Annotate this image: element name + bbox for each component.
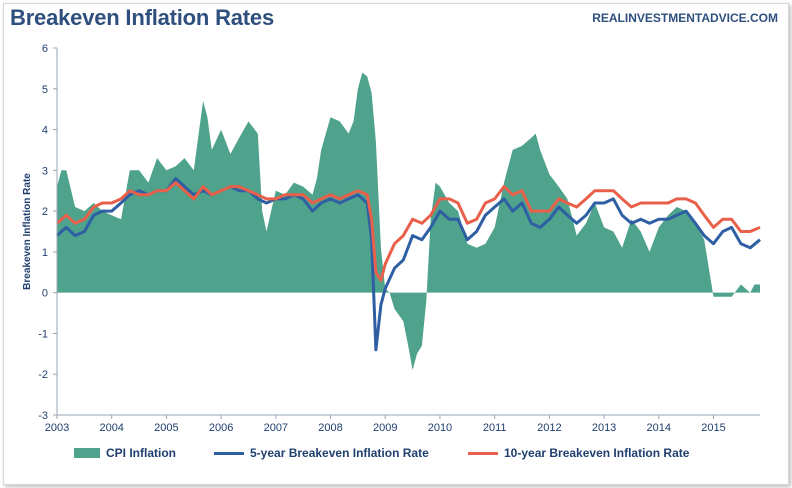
y-tick-label: 2: [42, 206, 48, 218]
x-tick-label: 2008: [318, 422, 342, 434]
x-tick-label: 2006: [209, 422, 233, 434]
series-5yr-line: [56, 177, 761, 352]
y-tick-label: 4: [42, 125, 48, 137]
chart-title: Breakeven Inflation Rates: [10, 5, 274, 30]
x-tick-label: 2007: [264, 422, 288, 434]
x-tick-label: 2005: [154, 422, 178, 434]
x-tick-label: 2003: [45, 422, 69, 434]
y-tick-label: -2: [38, 369, 48, 381]
legend-swatch-5yr: [214, 451, 244, 455]
y-tick-label: 1: [42, 247, 48, 259]
legend: CPI Inflation 5-year Breakeven Inflation…: [60, 446, 760, 464]
x-tick-label: 2004: [99, 422, 123, 434]
source-watermark: REALINVESTMENTADVICE.COM: [592, 11, 778, 25]
y-tick-label: -3: [38, 410, 48, 422]
legend-label-cpi: CPI Inflation: [106, 446, 176, 460]
series-10yr-line: [56, 181, 761, 282]
x-tick-label: 2012: [537, 422, 561, 434]
y-tick-label: 3: [42, 165, 48, 177]
legend-item-5yr: 5-year Breakeven Inflation Rate: [214, 446, 429, 460]
x-tick-label: 2009: [373, 422, 397, 434]
legend-swatch-cpi: [74, 448, 100, 458]
x-tick-label: 2011: [483, 422, 507, 434]
x-tick-label: 2013: [592, 422, 616, 434]
x-tick-label: 2010: [428, 422, 452, 434]
legend-item-10yr: 10-year Breakeven Inflation Rate: [468, 446, 689, 460]
legend-label-5yr: 5-year Breakeven Inflation Rate: [250, 446, 429, 460]
legend-swatch-10yr: [468, 451, 498, 455]
y-tick-label: 5: [42, 84, 48, 96]
y-axis-label: Breakeven Inflation Rate: [22, 173, 33, 290]
legend-item-cpi: CPI Inflation: [74, 446, 176, 460]
y-tick-label: 6: [42, 43, 48, 55]
x-tick-label: 2014: [647, 422, 671, 434]
legend-label-10yr: 10-year Breakeven Inflation Rate: [504, 446, 690, 460]
y-tick-label: 0: [42, 288, 48, 300]
x-tick-label: 2015: [701, 422, 725, 434]
y-tick-label: -1: [38, 328, 48, 340]
series-cpi-area: [57, 72, 760, 371]
